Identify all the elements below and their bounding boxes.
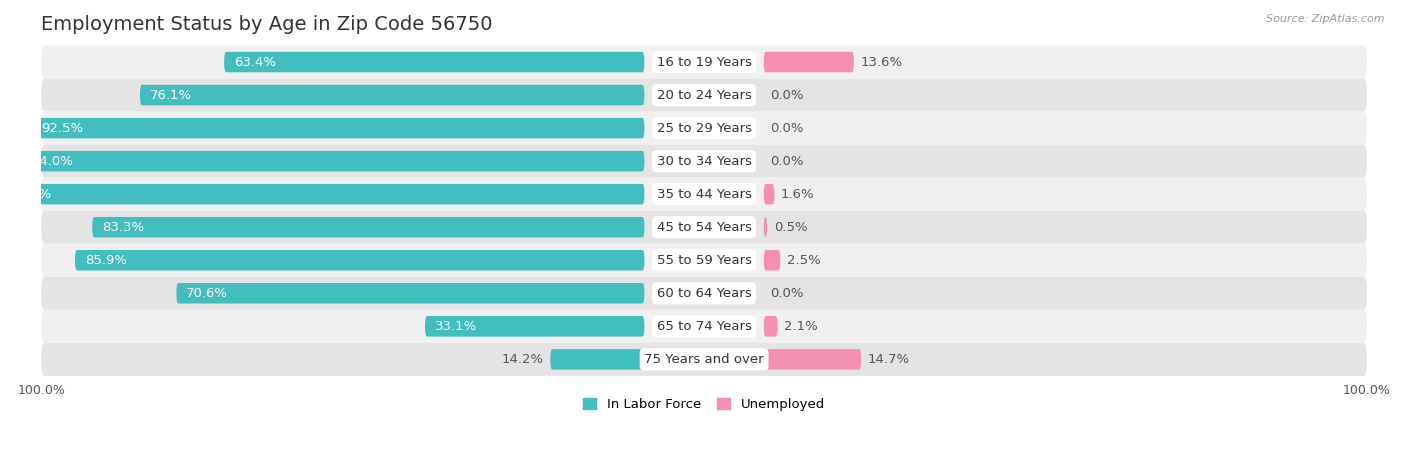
Text: 55 to 59 Years: 55 to 59 Years (657, 254, 752, 267)
Text: 63.4%: 63.4% (233, 55, 276, 68)
Text: 25 to 29 Years: 25 to 29 Years (657, 122, 752, 135)
Text: 76.1%: 76.1% (150, 89, 193, 102)
FancyBboxPatch shape (75, 250, 644, 270)
Text: 0.5%: 0.5% (773, 220, 807, 234)
Text: 0.0%: 0.0% (770, 155, 804, 168)
Text: 0.0%: 0.0% (770, 89, 804, 102)
FancyBboxPatch shape (763, 250, 780, 270)
FancyBboxPatch shape (41, 244, 1367, 277)
FancyBboxPatch shape (41, 310, 1367, 343)
FancyBboxPatch shape (41, 277, 1367, 310)
Text: 13.6%: 13.6% (860, 55, 903, 68)
FancyBboxPatch shape (93, 217, 644, 238)
FancyBboxPatch shape (41, 144, 1367, 178)
Text: 2.1%: 2.1% (785, 320, 818, 333)
Text: 0.0%: 0.0% (770, 122, 804, 135)
Text: 60 to 64 Years: 60 to 64 Years (657, 287, 751, 300)
Text: 14.2%: 14.2% (502, 353, 544, 366)
Text: 16 to 19 Years: 16 to 19 Years (657, 55, 752, 68)
FancyBboxPatch shape (224, 52, 644, 72)
FancyBboxPatch shape (176, 283, 644, 303)
FancyBboxPatch shape (763, 217, 768, 238)
Text: 83.3%: 83.3% (103, 220, 145, 234)
FancyBboxPatch shape (141, 85, 644, 105)
Text: 97.3%: 97.3% (10, 188, 52, 201)
Text: 45 to 54 Years: 45 to 54 Years (657, 220, 752, 234)
FancyBboxPatch shape (0, 184, 644, 204)
FancyBboxPatch shape (550, 349, 644, 369)
FancyBboxPatch shape (763, 52, 853, 72)
FancyBboxPatch shape (763, 316, 778, 337)
Text: 92.5%: 92.5% (41, 122, 83, 135)
Text: 30 to 34 Years: 30 to 34 Years (657, 155, 752, 168)
Text: 33.1%: 33.1% (434, 320, 477, 333)
Text: 14.7%: 14.7% (868, 353, 910, 366)
FancyBboxPatch shape (763, 184, 775, 204)
Text: 75 Years and over: 75 Years and over (644, 353, 763, 366)
FancyBboxPatch shape (41, 343, 1367, 376)
Text: 1.6%: 1.6% (780, 188, 814, 201)
Text: Source: ZipAtlas.com: Source: ZipAtlas.com (1267, 14, 1385, 23)
Text: 35 to 44 Years: 35 to 44 Years (657, 188, 752, 201)
FancyBboxPatch shape (425, 316, 644, 337)
FancyBboxPatch shape (21, 151, 644, 171)
FancyBboxPatch shape (763, 349, 862, 369)
Text: 65 to 74 Years: 65 to 74 Years (657, 320, 752, 333)
FancyBboxPatch shape (41, 79, 1367, 112)
Text: 0.0%: 0.0% (770, 287, 804, 300)
FancyBboxPatch shape (41, 211, 1367, 244)
Text: Employment Status by Age in Zip Code 56750: Employment Status by Age in Zip Code 567… (41, 15, 492, 34)
FancyBboxPatch shape (41, 45, 1367, 79)
Legend: In Labor Force, Unemployed: In Labor Force, Unemployed (583, 398, 825, 411)
Text: 70.6%: 70.6% (187, 287, 228, 300)
Text: 20 to 24 Years: 20 to 24 Years (657, 89, 752, 102)
Text: 85.9%: 85.9% (84, 254, 127, 267)
FancyBboxPatch shape (41, 112, 1367, 144)
FancyBboxPatch shape (41, 178, 1367, 211)
Text: 94.0%: 94.0% (31, 155, 73, 168)
Text: 2.5%: 2.5% (787, 254, 821, 267)
FancyBboxPatch shape (31, 118, 644, 138)
